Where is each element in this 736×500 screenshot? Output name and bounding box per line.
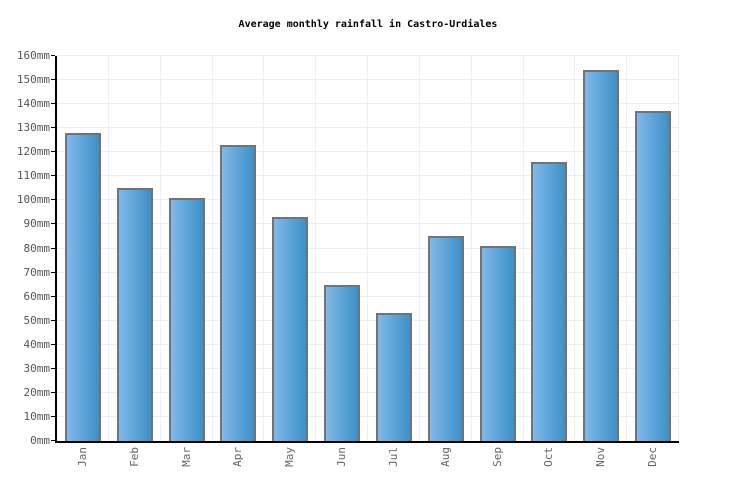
y-tick-label: 130mm xyxy=(16,121,50,135)
y-axis-tick xyxy=(51,343,55,345)
v-gridline xyxy=(678,56,679,441)
y-tick-label: 120mm xyxy=(16,145,50,159)
y-axis-tick xyxy=(51,175,55,177)
v-gridline xyxy=(107,56,109,441)
x-tick-label-feb: Feb xyxy=(127,447,141,467)
bar-sep xyxy=(479,246,516,441)
h-gridline xyxy=(57,79,679,81)
v-gridline xyxy=(418,56,420,441)
y-axis-tick xyxy=(51,440,55,441)
x-tick-label-jul: Jul xyxy=(386,447,400,467)
h-gridline xyxy=(57,391,679,393)
bar-feb xyxy=(116,188,153,441)
bar-may xyxy=(272,217,309,441)
y-axis-tick xyxy=(51,247,55,249)
v-gridline xyxy=(626,56,628,441)
y-tick-label: 40mm xyxy=(23,337,51,351)
bar-mar xyxy=(168,197,205,441)
bar-aug xyxy=(427,236,464,441)
y-axis-tick xyxy=(51,295,55,297)
v-gridline xyxy=(211,56,213,441)
x-tick-label-nov: Nov xyxy=(594,447,608,467)
y-axis-tick xyxy=(51,223,55,225)
v-gridline xyxy=(470,56,472,441)
y-tick-label: 80mm xyxy=(23,241,51,255)
y-axis-tick xyxy=(51,127,55,129)
y-tick-label: 50mm xyxy=(23,313,51,327)
x-tick-label-oct: Oct xyxy=(542,447,556,467)
bar-oct xyxy=(531,161,568,441)
y-axis-tick xyxy=(51,79,55,81)
y-tick-label: 150mm xyxy=(16,73,50,87)
h-gridline xyxy=(57,223,679,225)
y-tick-label: 0mm xyxy=(30,434,50,447)
y-axis-tick xyxy=(51,271,55,273)
y-tick-label: 90mm xyxy=(23,217,51,231)
y-tick-label: 70mm xyxy=(23,265,51,279)
y-axis-tick xyxy=(51,415,55,417)
v-gridline xyxy=(159,56,161,441)
y-tick-label: 110mm xyxy=(16,169,50,183)
v-gridline xyxy=(263,56,265,441)
bar-jun xyxy=(324,284,361,441)
bar-jan xyxy=(64,133,101,441)
x-tick-label-aug: Aug xyxy=(438,447,452,467)
y-tick-label: 30mm xyxy=(23,361,51,375)
h-gridline xyxy=(57,175,679,177)
bar-nov xyxy=(583,70,620,441)
x-tick-label-may: May xyxy=(283,447,297,467)
v-gridline xyxy=(522,56,524,441)
x-tick-label-jan: Jan xyxy=(75,447,89,467)
bar-dec xyxy=(635,111,672,441)
x-axis xyxy=(55,441,679,443)
bar-jul xyxy=(375,313,412,441)
h-gridline xyxy=(57,55,679,56)
y-axis-tick xyxy=(51,391,55,393)
h-gridline xyxy=(57,103,679,105)
x-tick-label-mar: Mar xyxy=(179,447,193,467)
h-gridline xyxy=(57,151,679,153)
y-axis-tick xyxy=(51,55,55,56)
y-axis-tick xyxy=(51,367,55,369)
y-axis-tick xyxy=(51,151,55,153)
bar-apr xyxy=(220,145,257,441)
y-tick-label: 20mm xyxy=(23,385,51,399)
y-axis xyxy=(55,56,57,443)
h-gridline xyxy=(57,319,679,321)
x-tick-label-jun: Jun xyxy=(335,447,349,467)
y-axis-tick xyxy=(51,103,55,105)
v-gridline xyxy=(574,56,576,441)
y-tick-label: 100mm xyxy=(16,193,50,207)
v-gridline xyxy=(367,56,368,441)
y-axis-tick xyxy=(51,319,55,321)
h-gridline xyxy=(57,295,679,297)
y-tick-label: 160mm xyxy=(16,49,50,62)
h-gridline xyxy=(57,271,679,273)
x-tick-label-dec: Dec xyxy=(646,447,660,467)
y-tick-label: 60mm xyxy=(23,289,51,303)
y-tick-label: 10mm xyxy=(23,409,51,423)
v-gridline xyxy=(315,56,317,441)
x-tick-label-sep: Sep xyxy=(490,447,504,467)
h-gridline xyxy=(57,247,679,249)
h-gridline xyxy=(57,343,679,345)
x-tick-label-apr: Apr xyxy=(231,447,245,467)
y-axis-tick xyxy=(51,199,55,201)
h-gridline xyxy=(57,367,679,369)
h-gridline xyxy=(57,199,679,201)
h-gridline xyxy=(57,415,679,417)
y-tick-label: 140mm xyxy=(16,97,50,111)
h-gridline xyxy=(57,127,679,129)
chart-title: Average monthly rainfall in Castro-Urdia… xyxy=(238,19,498,30)
